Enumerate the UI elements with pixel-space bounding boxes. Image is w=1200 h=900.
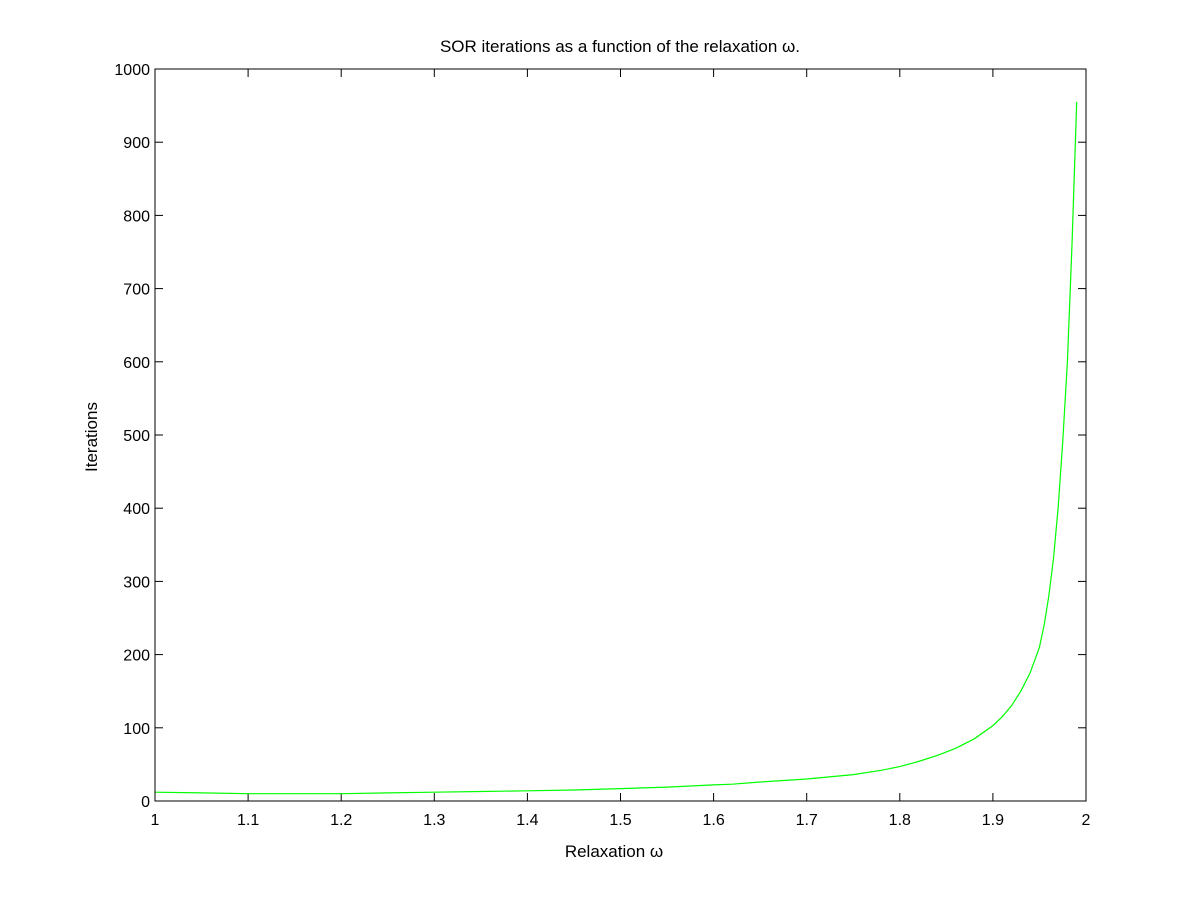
- x-tick-label: 1.8: [889, 812, 911, 829]
- x-tick-label: 1.4: [516, 812, 538, 829]
- x-tick-label: 1: [151, 812, 160, 829]
- y-axis-label: Iterations: [82, 402, 101, 472]
- x-tick-label: 1.9: [982, 812, 1004, 829]
- x-tick-labels: 1 1.1 1.2 1.3 1.4 1.5 1.6 1.7 1.8 1.9 2: [151, 812, 1091, 829]
- x-tick-label: 2: [1082, 812, 1091, 829]
- y-tick-label: 500: [123, 428, 150, 445]
- plot-area: [155, 69, 1086, 801]
- y-tick-labels: 0 100 200 300 400 500 600 700 800 900 1000: [114, 62, 150, 811]
- plot-frame: [154, 68, 1087, 802]
- y-tick-label: 200: [123, 648, 150, 665]
- y-tick-label: 0: [141, 794, 150, 811]
- x-axis-label: Relaxation ω: [565, 842, 663, 861]
- x-tick-label: 1.3: [423, 812, 445, 829]
- x-tick-label: 1.2: [330, 812, 352, 829]
- y-tick-label: 900: [123, 135, 150, 152]
- y-tick-label: 800: [123, 208, 150, 225]
- series-line-0: [154, 101, 1078, 795]
- x-tick-label: 1.6: [702, 812, 724, 829]
- y-tick-label: 300: [123, 574, 150, 591]
- y-tick-label: 100: [123, 721, 150, 738]
- y-tick-label: 600: [123, 355, 150, 372]
- x-tick-label: 1.1: [237, 812, 259, 829]
- y-tick-label: 400: [123, 501, 150, 518]
- y-tick-label: 700: [123, 282, 150, 299]
- y-tick-label: 1000: [114, 62, 150, 79]
- chart-title: SOR iterations as a function of the rela…: [440, 37, 800, 56]
- series-group: [154, 101, 1078, 795]
- x-tick-label: 1.7: [796, 812, 818, 829]
- x-tick-label: 1.5: [609, 812, 631, 829]
